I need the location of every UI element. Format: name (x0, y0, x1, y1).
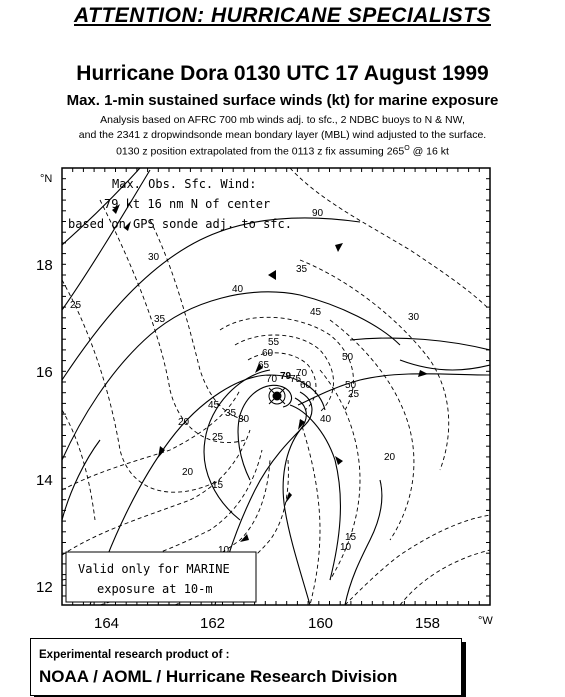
lat-label-18: 18 (36, 257, 53, 274)
center-max-value: 79 (280, 371, 292, 382)
contour-label: 35 (296, 264, 308, 275)
contour-label: 50 (342, 352, 354, 363)
footer-line1: Experimental research product of : (39, 649, 230, 661)
contour-label: 60 (262, 348, 274, 359)
valid-line2: exposure at 10-m (97, 582, 213, 596)
footer-credit-box: Experimental research product of : NOAA … (30, 638, 462, 696)
contour-label: 40 (320, 414, 332, 425)
max-obs-line3: based on GPS sonde adj. to sfc. (68, 217, 292, 231)
attention-heading: ATTENTION: HURRICANE SPECIALISTS (74, 4, 491, 27)
analysis-note-line1: Analysis based on AFRC 700 mb winds adj.… (100, 114, 465, 126)
streamlines (62, 168, 490, 605)
contour-label: 20 (384, 452, 396, 463)
lon-unit: °W (478, 615, 493, 627)
contour-label: 25 (212, 432, 224, 443)
contour-label: 25 (348, 389, 360, 400)
contour-label: 10 (218, 545, 230, 556)
lat-unit: °N (40, 173, 52, 185)
contour-label: 70 (296, 368, 308, 379)
page-subtitle: Max. 1-min sustained surface winds (kt) … (66, 92, 499, 109)
lon-label-162: 162 (200, 615, 225, 632)
contour-label: 55 (268, 337, 280, 348)
contour-label: 30 (408, 312, 420, 323)
valid-line1: Valid only for MARINE (78, 562, 230, 576)
contour-label: 70 (266, 374, 278, 385)
flow-arrowheads (112, 204, 428, 542)
contour-label: 75 (290, 374, 302, 385)
analysis-note-line3: 0130 z position extrapolated from the 01… (0, 145, 565, 158)
contour-label: 50 (345, 380, 357, 391)
contour-label: 35 (154, 314, 166, 325)
lat-label-14: 14 (36, 472, 53, 489)
contour-label: 15 (212, 480, 224, 491)
page-title: Hurricane Dora 0130 UTC 17 August 1999 (76, 62, 489, 85)
lon-label-158: 158 (415, 615, 440, 632)
max-obs-annotation: Max. Obs. Sfc. Wind: 79 kt 16 nm N of ce… (68, 177, 292, 231)
lon-label-160: 160 (308, 615, 333, 632)
max-obs-line2: 79 kt 16 nm N of center (104, 197, 270, 211)
note3-pre: 0130 z position extrapolated from the 01… (116, 145, 405, 158)
note3-post: @ 16 kt (409, 145, 449, 158)
contour-label: 65 (258, 360, 270, 371)
latitude-labels: 18 16 14 12 °N (36, 173, 53, 596)
longitude-labels: 164 162 160 158 °W (94, 615, 493, 632)
lat-label-12: 12 (36, 579, 53, 596)
contour-label: 40 (232, 284, 244, 295)
contour-label: 10 (340, 542, 352, 553)
contour-label: 60 (300, 380, 312, 391)
isotach-contours (62, 168, 490, 605)
tick-marks (62, 168, 491, 605)
contour-label: 20 (182, 467, 194, 478)
contour-label: 45 (310, 307, 322, 318)
lat-label-16: 16 (36, 364, 53, 381)
lon-label-164: 164 (94, 615, 119, 632)
analysis-note-line2: and the 2341 z dropwindsonde mean bondar… (78, 129, 487, 141)
note3-degree: O (404, 145, 410, 152)
contour-label: 35 (225, 408, 237, 419)
storm-center (268, 387, 286, 405)
contour-label: 30 (238, 414, 250, 425)
max-obs-line1: Max. Obs. Sfc. Wind: (112, 177, 257, 191)
contour-label: 15 (345, 532, 357, 543)
contour-label: 25 (70, 300, 82, 311)
footer-line2: NOAA / AOML / Hurricane Research Divisio… (39, 667, 398, 686)
contour-label: 90 (312, 208, 324, 219)
contour-label: 45 (208, 400, 220, 411)
contour-label: 30 (148, 252, 160, 263)
valid-only-box: Valid only for MARINE exposure at 10-m (65, 551, 257, 603)
contour-label: 20 (178, 417, 190, 428)
map-frame (61, 167, 491, 606)
